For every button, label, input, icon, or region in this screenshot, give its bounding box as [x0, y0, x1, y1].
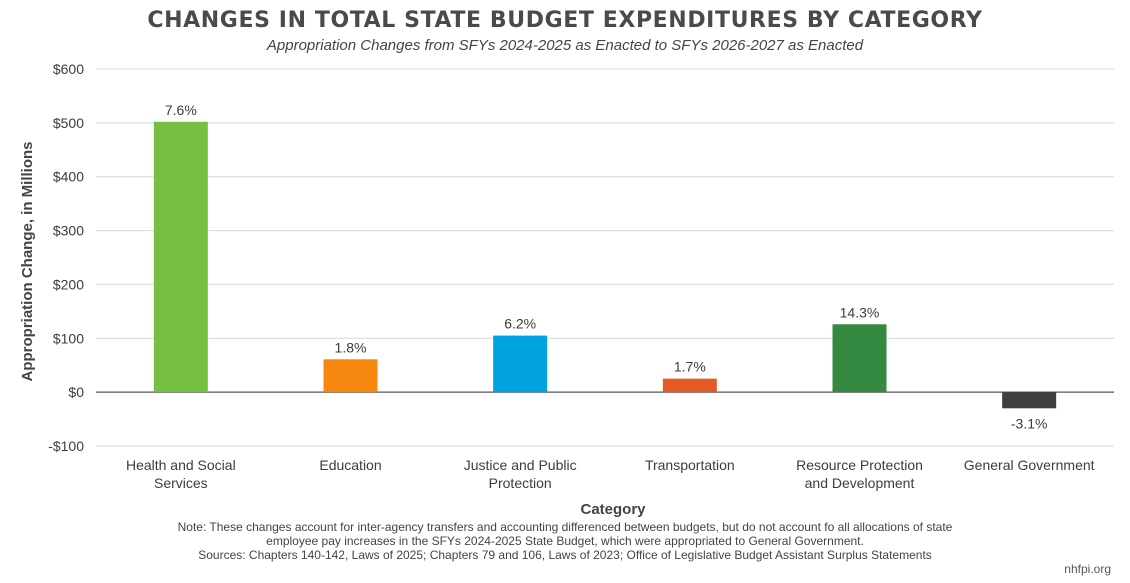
y-tick-label: $400	[53, 169, 84, 185]
bar	[153, 121, 208, 393]
x-tick-label: Services	[154, 475, 208, 491]
x-tick-label: and Development	[805, 475, 915, 491]
y-tick-label: $0	[68, 384, 84, 400]
y-tick-label: -$100	[48, 438, 84, 454]
data-label: 6.2%	[504, 316, 536, 332]
chart-subtitle: Appropriation Changes from SFYs 2024-202…	[266, 37, 864, 54]
note-line-2: employee pay increases in the SFYs 2024-…	[266, 534, 864, 548]
x-tick-label: Health and Social	[126, 457, 236, 473]
bar	[1002, 392, 1057, 409]
y-tick-label: $200	[53, 276, 84, 292]
data-label: 1.8%	[335, 339, 367, 355]
sources-line: Sources: Chapters 140-142, Laws of 2025;…	[198, 548, 932, 562]
note-line-1: Note: These changes account for inter-ag…	[177, 520, 953, 534]
x-tick-label: Resource Protection	[796, 457, 923, 473]
data-label: -3.1%	[1011, 415, 1048, 431]
data-label: 14.3%	[840, 304, 880, 320]
brand-url: nhfpi.org	[1064, 562, 1111, 576]
data-label: 1.7%	[674, 359, 706, 375]
y-tick-label: $100	[53, 330, 84, 346]
y-tick-label: $300	[53, 223, 84, 239]
x-tick-label: Justice and Public	[464, 457, 577, 473]
x-tick-label: Transportation	[645, 457, 735, 473]
chart-notes: Note: These changes account for inter-ag…	[0, 520, 1130, 562]
x-tick-label: General Government	[964, 457, 1095, 473]
data-label: 7.6%	[165, 102, 197, 118]
y-axis-title: Appropriation Change, in Millions	[19, 142, 36, 382]
bar-chart: -$100 $0 $100 $200 $300 $400 $500 $600 Appropria…	[19, 61, 1114, 518]
x-tick-label: Education	[319, 457, 381, 473]
x-axis-title: Category	[580, 501, 646, 518]
x-tick-label: Protection	[489, 475, 552, 491]
bar	[323, 359, 378, 393]
bar	[832, 324, 887, 393]
chart-title: CHANGES IN TOTAL STATE BUDGET EXPENDITUR…	[147, 8, 983, 33]
bar	[662, 378, 717, 393]
y-tick-label: $600	[53, 61, 84, 77]
y-tick-label: $500	[53, 115, 84, 131]
bar	[493, 335, 548, 393]
